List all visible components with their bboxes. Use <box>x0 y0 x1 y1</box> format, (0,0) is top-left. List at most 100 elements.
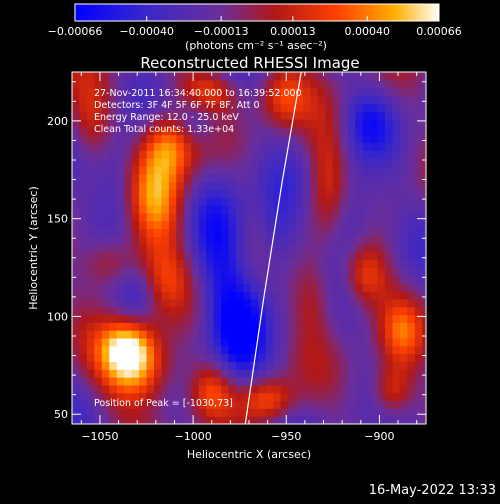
heatmap-cell <box>250 337 259 347</box>
heatmap-cell <box>213 345 222 355</box>
heatmap-cell <box>213 142 222 151</box>
heatmap-cell <box>332 377 341 386</box>
heatmap-cell <box>198 72 207 81</box>
heatmap-cell <box>385 353 394 363</box>
heatmap-cell <box>250 212 259 222</box>
heatmap-cell <box>101 267 110 276</box>
heatmap-cell <box>131 111 140 120</box>
heatmap-cell <box>332 236 341 245</box>
heatmap-cell <box>213 392 222 402</box>
heatmap-cell <box>176 173 185 183</box>
heatmap-cell <box>355 173 364 183</box>
heatmap-cell <box>101 95 110 104</box>
heatmap-cell <box>392 173 401 183</box>
heatmap-cell <box>94 251 103 261</box>
heatmap-cell <box>385 259 394 269</box>
heatmap-cell <box>235 118 245 128</box>
heatmap-cell <box>250 283 259 292</box>
heatmap-cell <box>258 392 267 402</box>
heatmap-cell <box>340 204 349 214</box>
heatmap-cell <box>377 189 386 198</box>
heatmap-cell <box>191 267 200 276</box>
heatmap-cell <box>310 345 319 355</box>
heatmap-cell <box>303 337 312 347</box>
heatmap-cell <box>86 173 95 183</box>
heatmap-cell <box>124 95 133 104</box>
heatmap-cell <box>94 267 103 276</box>
heatmap-cell <box>317 236 326 245</box>
heatmap-cell <box>355 134 364 143</box>
heatmap-cell <box>213 212 222 222</box>
heatmap-cell <box>101 314 110 323</box>
heatmap-cell <box>303 322 312 331</box>
heatmap-cell <box>288 251 297 261</box>
heatmap-cell <box>414 173 423 183</box>
heatmap-cell <box>280 291 289 300</box>
heatmap-cell <box>377 322 386 331</box>
heatmap-cell <box>280 416 289 424</box>
heatmap-cell <box>228 416 237 424</box>
heatmap-cell <box>370 314 379 323</box>
heatmap-cell <box>377 197 386 206</box>
heatmap-cell <box>273 118 282 128</box>
heatmap-cell <box>273 306 282 316</box>
heatmap-cell <box>221 111 230 120</box>
heatmap-cell <box>228 173 237 183</box>
x-tick-label: −900 <box>364 430 394 443</box>
heatmap-cell <box>243 337 252 347</box>
heatmap-cell <box>221 251 230 261</box>
heatmap-cell <box>414 126 423 136</box>
heatmap-cell <box>221 173 230 183</box>
heatmap-cell <box>235 95 245 104</box>
heatmap-cell <box>325 345 334 355</box>
heatmap-cell <box>392 306 401 316</box>
heatmap-cell <box>385 408 394 417</box>
heatmap-cell <box>146 314 155 323</box>
heatmap-cell <box>161 322 170 331</box>
heatmap-cell <box>72 416 81 424</box>
heatmap-cell <box>86 87 95 97</box>
heatmap-cell <box>265 118 274 128</box>
heatmap-cell <box>377 361 386 370</box>
heatmap-cell <box>340 134 349 143</box>
heatmap-cell <box>243 416 252 424</box>
heatmap-cell <box>325 275 334 284</box>
heatmap-cell <box>72 361 81 370</box>
heatmap-cell <box>221 298 230 308</box>
heatmap-cell <box>124 322 133 331</box>
heatmap-cell <box>101 126 110 136</box>
heatmap-cell <box>265 314 274 323</box>
heatmap-cell <box>183 251 192 261</box>
heatmap-cell <box>332 361 341 370</box>
heatmap-cell <box>213 165 222 175</box>
heatmap-cell <box>258 204 267 214</box>
heatmap-cell <box>124 377 133 386</box>
heatmap-cell <box>168 244 177 253</box>
heatmap-cell <box>79 275 88 284</box>
heatmap-cell <box>183 392 192 402</box>
heatmap-cell <box>258 165 267 175</box>
heatmap-cell <box>131 408 140 417</box>
heatmap-cell <box>94 275 103 284</box>
heatmap-cell <box>116 283 125 292</box>
heatmap-cell <box>139 95 148 104</box>
heatmap-cell <box>79 87 88 97</box>
heatmap-cell <box>176 111 185 120</box>
heatmap-cell <box>407 204 416 214</box>
heatmap-cell <box>228 251 237 261</box>
heatmap-cell <box>362 361 371 370</box>
heatmap-cell <box>317 392 326 402</box>
heatmap-cell <box>221 197 230 206</box>
heatmap-cell <box>168 150 177 159</box>
heatmap-cell <box>422 150 426 159</box>
heatmap-cell <box>295 275 304 284</box>
heatmap-cell <box>288 330 297 339</box>
heatmap-cell <box>86 165 95 175</box>
heatmap-cell <box>265 111 274 120</box>
heatmap-cell <box>362 181 371 190</box>
heatmap-cell <box>317 416 326 424</box>
heatmap-cell <box>355 189 364 198</box>
heatmap-cell <box>399 173 408 183</box>
heatmap-cell <box>131 377 140 386</box>
heatmap-cell <box>273 259 282 269</box>
